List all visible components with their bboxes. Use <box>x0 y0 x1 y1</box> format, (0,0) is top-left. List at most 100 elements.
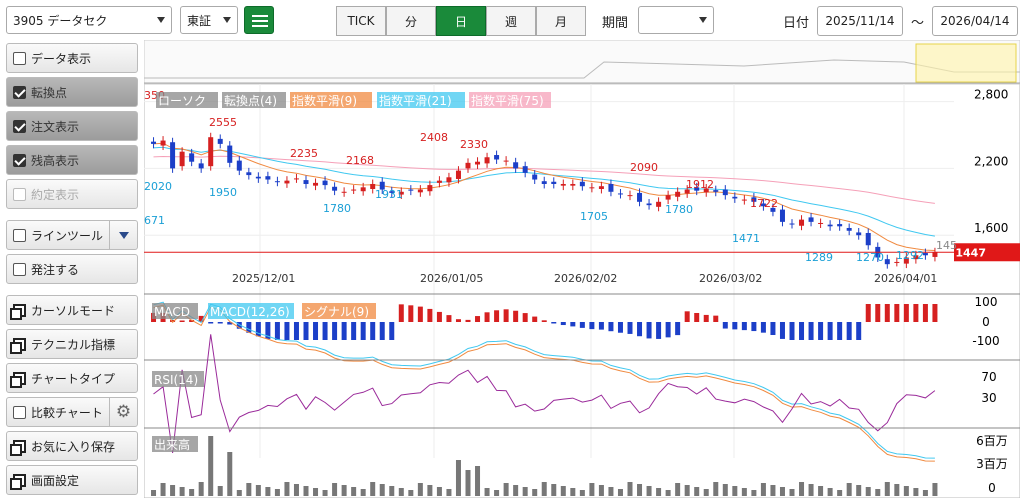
sidebar-screen-settings-button[interactable]: 画面設定 <box>6 465 138 495</box>
macd-histogram-bar <box>894 304 900 322</box>
x-axis-date: 2026/02/02 <box>554 272 617 285</box>
volume-bar <box>741 488 747 496</box>
ema75-line <box>153 155 935 204</box>
macd-histogram-bar <box>637 322 643 337</box>
macd-histogram-bar <box>284 322 290 340</box>
candle-body <box>189 153 195 162</box>
sidebar-label: お気に入り保存 <box>31 439 116 454</box>
candle-body <box>494 155 500 160</box>
volume-bar <box>360 489 366 496</box>
volume-bar <box>313 488 319 496</box>
interval-tick-button[interactable]: TICK <box>336 6 386 36</box>
interval-day-button[interactable]: 日 <box>436 6 486 36</box>
macd-histogram-bar <box>560 322 566 326</box>
macd-histogram-bar <box>665 322 671 338</box>
macd-histogram-bar <box>932 304 938 322</box>
turning-point-label: 1780 <box>665 203 693 216</box>
volume-bar <box>389 486 395 496</box>
macd-histogram-bar <box>370 322 376 340</box>
macd-histogram-bar <box>189 319 195 322</box>
turning-point-label: 2020 <box>144 180 172 193</box>
volume-bar <box>808 484 814 496</box>
sidebar-order-display-button[interactable]: 注文表示 <box>6 111 138 141</box>
gear-icon[interactable]: ⚙ <box>109 398 137 426</box>
sidebar-technical-indicator-button[interactable]: テクニカル指標 <box>6 329 138 359</box>
stock-chart[interactable]: 2,8002,2001,6001447145350671202025551950… <box>144 40 1020 498</box>
interval-week-button[interactable]: 週 <box>486 6 536 36</box>
candle-body <box>198 163 204 169</box>
candle-body <box>217 138 223 144</box>
macd-histogram-bar <box>455 319 461 322</box>
candle-body <box>341 191 347 193</box>
sidebar-label: データ表示 <box>31 51 92 66</box>
candle-body <box>627 195 633 197</box>
symbol-select[interactable]: 3905 データセク <box>6 6 172 34</box>
candle-body <box>751 197 757 202</box>
macd-histogram-bar <box>208 322 214 324</box>
volume-bar <box>293 484 299 496</box>
macd-histogram-bar <box>617 322 623 333</box>
volume-bar <box>779 487 785 496</box>
macd-histogram-bar <box>332 322 338 340</box>
volume-bar <box>799 482 805 496</box>
sidebar-line-tool-button[interactable]: ラインツール <box>6 220 138 250</box>
volume-bar <box>179 487 185 496</box>
candle-body <box>455 170 461 179</box>
checkbox-icon <box>13 51 26 65</box>
macd-histogram-bar <box>351 322 357 340</box>
candle-body <box>370 183 376 189</box>
sidebar-label: 約定表示 <box>31 187 80 202</box>
chevron-down-icon[interactable] <box>109 221 137 249</box>
candle-body <box>332 186 338 191</box>
interval-month-button[interactable]: 月 <box>536 6 586 36</box>
checkbox-icon <box>13 228 26 242</box>
volume-bar <box>417 483 423 496</box>
sidebar-balance-display-button[interactable]: 残高表示 <box>6 145 138 175</box>
market-select[interactable]: 東証 <box>180 6 238 34</box>
volume-bar <box>551 484 557 496</box>
macd-histogram-bar <box>694 312 700 322</box>
sidebar-cursor-mode-button[interactable]: カーソルモード <box>6 295 138 325</box>
sidebar-place-order-button[interactable]: 発注する <box>6 254 138 284</box>
turning-point-label: 1471 <box>732 232 760 245</box>
volume-bar <box>541 482 547 496</box>
macd-histogram-bar <box>675 322 681 336</box>
interval-minute-button[interactable]: 分 <box>386 6 436 36</box>
sidebar-data-display-button[interactable]: データ表示 <box>6 43 138 73</box>
macd-histogram-bar <box>198 315 204 322</box>
turning-point-label: 1950 <box>209 186 237 199</box>
cut-label: 671 <box>144 214 165 227</box>
date-from-field[interactable]: 2025/11/14 <box>817 6 903 36</box>
turning-point-label: 1705 <box>580 210 608 223</box>
candle-body <box>351 189 357 191</box>
macd-histogram-bar <box>293 322 299 340</box>
volume-bar <box>913 488 919 496</box>
sidebar-chart-type-button[interactable]: チャートタイプ <box>6 363 138 393</box>
legend-macd-line: MACD(12,26) <box>210 305 290 319</box>
candle-body <box>684 189 690 194</box>
period-select[interactable] <box>638 6 714 34</box>
candle-body <box>255 176 261 179</box>
sidebar-turning-point-button[interactable]: 転換点 <box>6 77 138 107</box>
volume-bar <box>608 487 614 496</box>
macd-histogram-bar <box>398 304 404 322</box>
candle-body <box>770 207 776 212</box>
list-view-button[interactable] <box>244 6 274 34</box>
macd-histogram-bar <box>246 322 252 333</box>
macd-histogram-bar <box>808 322 814 340</box>
volume-bar <box>446 489 452 496</box>
sidebar-favorite-save-button[interactable]: お気に入り保存 <box>6 431 138 461</box>
volume-bar <box>170 485 176 496</box>
sidebar-execution-display-button: 約定表示 <box>6 179 138 209</box>
checkbox-checked-icon <box>13 153 26 167</box>
sidebar-compare-chart-button[interactable]: 比較チャート ⚙ <box>6 397 138 427</box>
candle-body <box>646 203 652 206</box>
volume-bar <box>656 488 662 496</box>
volume-bar <box>675 483 681 496</box>
macd-histogram-bar <box>608 322 614 332</box>
macd-histogram-bar <box>799 322 805 340</box>
macd-histogram-bar <box>656 322 662 339</box>
date-to-field[interactable]: 2026/04/14 <box>932 6 1018 36</box>
volume-axis-label: 3百万 <box>976 457 1008 471</box>
macd-histogram-bar <box>436 311 442 322</box>
